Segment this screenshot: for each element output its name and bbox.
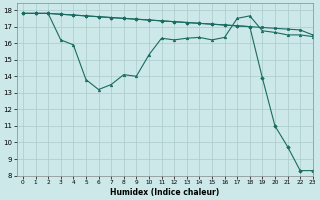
X-axis label: Humidex (Indice chaleur): Humidex (Indice chaleur) [110, 188, 219, 197]
